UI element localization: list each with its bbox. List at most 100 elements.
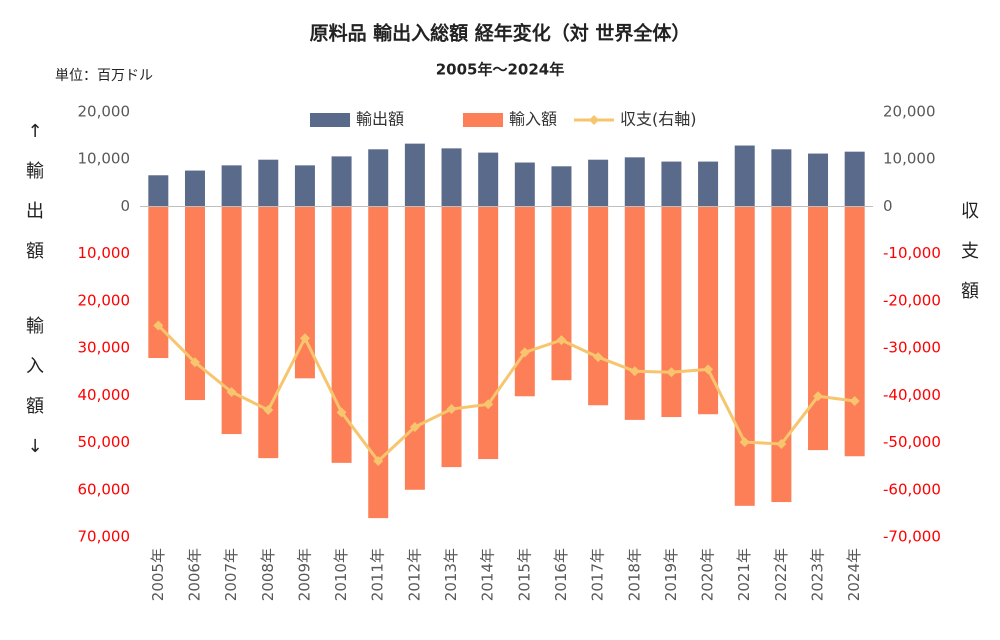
y2-tick-label: -30,000: [883, 339, 941, 357]
balance-marker: [703, 364, 714, 375]
legend-label: 輸出額: [356, 110, 404, 129]
bar: [478, 206, 499, 460]
x-tick-label: 2007年: [222, 548, 240, 601]
bar: [441, 206, 462, 468]
bar: [258, 206, 279, 459]
y-tick-label: 30,000: [78, 339, 131, 357]
y2-tick-label: 0: [883, 197, 893, 215]
x-tick-label: 2016年: [552, 548, 570, 601]
y-tick-label: 70,000: [78, 528, 131, 546]
balance-marker: [519, 347, 530, 358]
x-tick-label: 2017年: [589, 548, 607, 601]
balance-marker: [336, 407, 347, 418]
bar: [844, 206, 865, 457]
y2-tick-label: 10,000: [883, 150, 936, 168]
x-tick-label: 2023年: [809, 548, 827, 601]
balance-marker: [776, 438, 787, 449]
x-tick-label: 2013年: [442, 548, 460, 601]
bar: [588, 159, 609, 207]
bar: [551, 206, 572, 381]
bar: [368, 206, 389, 519]
bar: [294, 206, 315, 379]
unit-label: 単位：百万ドル: [55, 68, 153, 84]
x-tick-label: 2006年: [185, 548, 203, 601]
balance-marker: [263, 404, 274, 415]
bar: [514, 206, 535, 397]
bar: [698, 161, 719, 207]
balance-marker: [666, 367, 677, 378]
legend-label: 収支(右軸): [620, 110, 697, 129]
bar: [661, 206, 682, 418]
x-tick-label: 2024年: [845, 548, 863, 601]
y-tick-label: 20,000: [78, 103, 131, 121]
y2-tick-label: -20,000: [883, 291, 941, 309]
balance-marker: [849, 396, 860, 406]
bar: [808, 153, 829, 207]
balance-marker: [629, 366, 640, 377]
x-tick-label: 2019年: [662, 548, 680, 601]
bar: [661, 161, 682, 207]
bar: [771, 149, 792, 207]
bar: [514, 162, 535, 207]
bar: [148, 206, 169, 359]
bar: [331, 206, 352, 463]
x-tick-label: 2012年: [405, 548, 423, 601]
y2-tick-label: -50,000: [883, 433, 941, 451]
x-tick-label: 2010年: [332, 548, 350, 601]
bar: [734, 145, 755, 207]
bar: [624, 206, 645, 420]
bar: [478, 152, 499, 207]
legend-swatch-marker: [589, 115, 599, 125]
bar: [588, 206, 609, 406]
x-tick-label: 2020年: [699, 548, 717, 601]
bar: [184, 206, 205, 401]
bar: [698, 206, 719, 415]
balance-marker: [299, 333, 310, 344]
x-tick-label: 2014年: [479, 548, 497, 601]
balance-marker: [483, 399, 494, 410]
x-tick-label: 2008年: [259, 548, 277, 601]
bar: [184, 170, 205, 207]
legend-label: 輸入額: [509, 110, 557, 129]
balance-marker: [556, 335, 567, 346]
x-tick-label: 2021年: [735, 548, 753, 601]
y-tick-label: 10,000: [78, 150, 131, 168]
bar: [771, 206, 792, 503]
y-tick-label: 10,000: [78, 244, 131, 262]
bar: [441, 148, 462, 207]
x-tick-label: 2018年: [625, 548, 643, 601]
bar: [734, 206, 755, 506]
bar: [221, 165, 242, 207]
bar: [404, 143, 425, 207]
bar: [404, 206, 425, 490]
y-axis-label-bottom: 輸入額↓: [26, 316, 44, 457]
y-tick-label: 50,000: [78, 433, 131, 451]
bar: [148, 175, 169, 207]
balance-marker: [409, 421, 420, 432]
y-tick-label: 20,000: [78, 291, 131, 309]
balance-marker: [446, 404, 457, 415]
x-tick-label: 2015年: [515, 548, 533, 601]
y2-tick-label: -60,000: [883, 480, 941, 498]
balance-marker: [226, 387, 237, 398]
legend-swatch: [463, 113, 503, 127]
y2-tick-label: -70,000: [883, 528, 941, 546]
x-tick-label: 2022年: [772, 548, 790, 601]
x-tick-label: 2011年: [369, 548, 387, 601]
bar: [808, 206, 829, 451]
bar: [624, 157, 645, 207]
balance-marker: [153, 320, 164, 331]
x-tick-label: 2005年: [149, 548, 167, 601]
y2-tick-label: -40,000: [883, 386, 941, 404]
bar: [331, 156, 352, 207]
chart-title: 原料品 輸出入総額 経年変化（対 世界全体）: [310, 22, 691, 45]
bar: [368, 149, 389, 207]
bar: [258, 159, 279, 207]
y-tick-label: 40,000: [78, 386, 131, 404]
balance-line: [157, 324, 855, 464]
y2-tick-label: 20,000: [883, 103, 936, 121]
balance-marker: [189, 357, 200, 368]
bar: [294, 165, 315, 207]
x-tick-label: 2009年: [295, 548, 313, 601]
